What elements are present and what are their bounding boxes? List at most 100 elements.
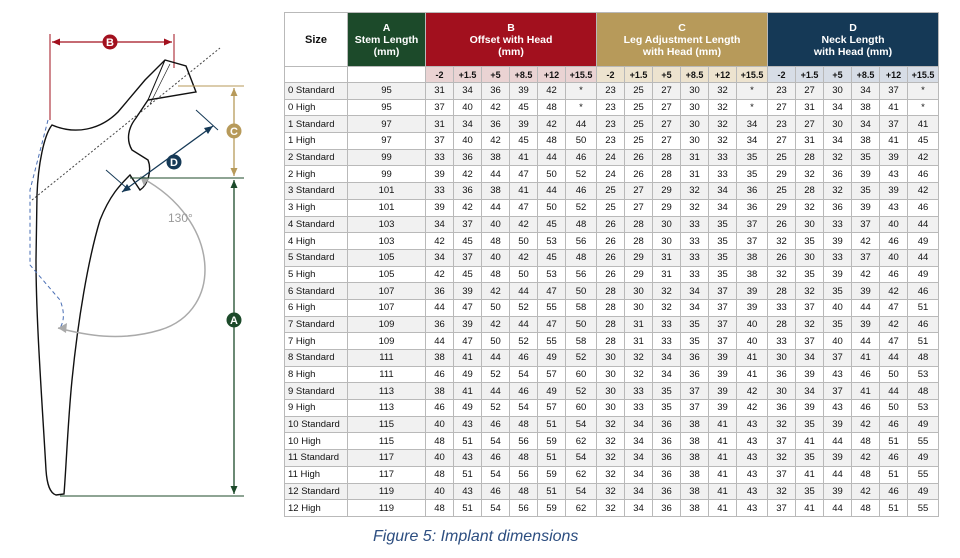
table-row: 6 High 107 44 47 50 52 55 58 28 30 32 34 37 39 33 37 40 4… <box>284 298 939 317</box>
neck-length-cell: 37 <box>767 465 796 484</box>
leg-adjustment-cell: 23 <box>596 132 625 150</box>
leg-adjustment-cell: 33 <box>708 148 737 167</box>
leg-adjustment-cell: 41 <box>736 365 768 384</box>
offset-cell: 62 <box>565 465 597 484</box>
offset-cell: 52 <box>565 198 597 217</box>
stem-length-cell: 105 <box>347 248 426 267</box>
header-a-unit: (mm) <box>373 45 400 58</box>
neck-length-cell: 35 <box>795 265 824 284</box>
leg-adjustment-cell: 32 <box>596 415 625 434</box>
size-cell: 8 Standard <box>284 349 348 367</box>
offset-cell: 46 <box>509 382 538 401</box>
leg-adjustment-cell: 40 <box>736 332 768 350</box>
stem-length-cell: 115 <box>347 415 426 434</box>
neck-length-cell: 39 <box>879 182 908 200</box>
leg-adjustment-cell: 37 <box>680 382 709 401</box>
neck-length-cell: 34 <box>851 82 880 100</box>
offset-cell: 45 <box>509 98 538 117</box>
leg-adjustment-cell: 23 <box>596 82 625 100</box>
offset-cell: 42 <box>509 215 538 234</box>
neck-length-cell: 34 <box>851 115 880 134</box>
neck-length-cell: 32 <box>795 198 824 217</box>
neck-length-cell: 23 <box>767 82 796 100</box>
offset-cell: 51 <box>537 482 566 501</box>
leg-adjustment-cell: 41 <box>708 465 737 484</box>
leg-adjustment-cell: 36 <box>652 449 681 467</box>
leg-adjustment-cell: 39 <box>708 382 737 401</box>
offset-cell: 44 <box>425 298 454 317</box>
neck-length-cell: 51 <box>879 465 908 484</box>
implant-diagram: B 130° D C <box>29 34 244 497</box>
neck-length-cell: 40 <box>879 248 908 267</box>
offset-cell: 54 <box>509 399 538 417</box>
leg-adjustment-cell: 27 <box>624 182 653 200</box>
stem-length-cell: 109 <box>347 332 426 350</box>
header-d-unit: with Head (mm) <box>813 45 893 58</box>
neck-length-cell: 34 <box>823 132 852 150</box>
leg-adjustment-cell: 43 <box>736 415 768 434</box>
neck-length-cell: 32 <box>795 315 824 334</box>
leg-adjustment-cell: 29 <box>652 182 681 200</box>
leg-adjustment-cell: 34 <box>624 482 653 501</box>
offset-cell: 52 <box>565 349 597 367</box>
offset-cell: 48 <box>537 98 566 117</box>
offset-cell: 36 <box>481 82 510 100</box>
offset-header-cell: -2 <box>425 66 454 83</box>
neck-length-cell: 48 <box>907 349 939 367</box>
offset-cell: 51 <box>453 499 482 517</box>
stem-length-cell: 113 <box>347 399 426 417</box>
offset-cell: 39 <box>509 115 538 134</box>
offset-cell: 51 <box>537 415 566 434</box>
leg-adjustment-cell: 36 <box>736 198 768 217</box>
table-row: 0 Standard 95 31 34 36 39 42 * 23 25 27 30 32 * 23 27 30… <box>284 82 939 100</box>
neck-length-cell: 55 <box>907 499 939 517</box>
table-row: 9 Standard 113 38 41 44 46 49 52 30 33 35 37 39 42 30 3… <box>284 382 939 401</box>
neck-length-cell: 42 <box>907 148 939 167</box>
offset-header-cell: +12 <box>708 66 737 83</box>
offset-cell: 40 <box>453 98 482 117</box>
size-cell: 2 High <box>284 165 348 184</box>
neck-length-cell: 37 <box>795 332 824 350</box>
offset-header-cell: +5 <box>652 66 681 83</box>
neck-length-cell: 32 <box>795 282 824 300</box>
neck-length-cell: 39 <box>823 449 852 467</box>
stem-length-cell: 97 <box>347 115 426 134</box>
offset-cell: 37 <box>425 98 454 117</box>
neck-length-cell: 27 <box>767 98 796 117</box>
leg-adjustment-cell: 38 <box>736 265 768 284</box>
stem-length-cell: 107 <box>347 282 426 300</box>
neck-length-cell: 43 <box>823 365 852 384</box>
label-b: B <box>106 37 114 49</box>
leg-adjustment-cell: 39 <box>708 365 737 384</box>
size-cell: 11 Standard <box>284 449 348 467</box>
neck-length-cell: 44 <box>879 349 908 367</box>
size-cell: 5 Standard <box>284 248 348 267</box>
offset-cell: 50 <box>537 198 566 217</box>
neck-length-cell: 32 <box>795 165 824 184</box>
offset-cell: 47 <box>537 282 566 300</box>
table-row: 8 Standard 111 38 41 44 46 49 52 30 32 34 36 39 41 30 3… <box>284 349 939 367</box>
offset-cell: 36 <box>425 315 454 334</box>
neck-length-cell: 35 <box>795 415 824 434</box>
leg-adjustment-cell: 37 <box>708 282 737 300</box>
offset-cell: 45 <box>537 248 566 267</box>
leg-adjustment-cell: 27 <box>652 115 681 134</box>
leg-adjustment-cell: 41 <box>708 482 737 501</box>
offset-cell: 44 <box>481 349 510 367</box>
offset-cell: 52 <box>509 332 538 350</box>
neck-length-cell: 29 <box>767 198 796 217</box>
neck-length-cell: 28 <box>795 148 824 167</box>
offset-cell: 39 <box>509 82 538 100</box>
offset-cell: 40 <box>453 132 482 150</box>
offset-cell: 36 <box>425 282 454 300</box>
offset-cell: 48 <box>425 465 454 484</box>
neck-length-cell: 46 <box>907 198 939 217</box>
neck-length-cell: 46 <box>879 482 908 501</box>
leg-adjustment-cell: 32 <box>596 432 625 451</box>
offset-cell: 36 <box>481 115 510 134</box>
neck-length-cell: 42 <box>851 415 880 434</box>
offset-cell: 46 <box>481 449 510 467</box>
stem-length-cell: 101 <box>347 182 426 200</box>
offset-cell: 54 <box>565 449 597 467</box>
neck-length-cell: 49 <box>907 232 939 250</box>
